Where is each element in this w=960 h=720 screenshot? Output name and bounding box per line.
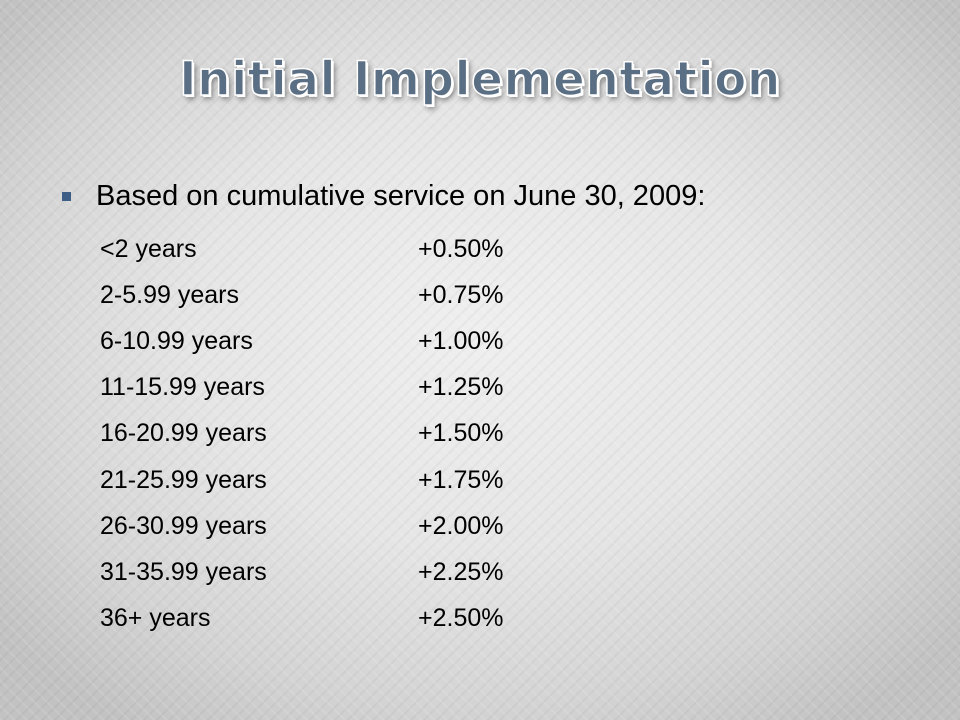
service-range: 21-25.99 years [100,465,267,494]
service-range: 26-30.99 years [100,511,267,540]
slide-content: Based on cumulative service on June 30, … [58,176,918,642]
rate-increase: +0.50% [418,234,504,263]
service-range: 6-10.99 years [100,326,253,355]
lead-bullet-item: Based on cumulative service on June 30, … [58,176,918,216]
service-rate-row: 6-10.99 years +1.00% [100,318,918,364]
service-rate-row: 31-35.99 years +2.25% [100,549,918,595]
service-rate-row: 2-5.99 years +0.75% [100,272,918,318]
service-rate-list: <2 years +0.50% 2-5.99 years +0.75% 6-10… [100,226,918,642]
rate-increase: +2.25% [418,557,504,586]
service-rate-row: <2 years +0.50% [100,226,918,272]
service-range: 36+ years [100,604,211,633]
service-rate-row: 21-25.99 years +1.75% [100,457,918,503]
service-rate-row: 11-15.99 years +1.25% [100,365,918,411]
rate-increase: +1.75% [418,465,504,494]
square-bullet-icon [62,191,71,201]
service-range: 11-15.99 years [100,373,265,402]
rate-increase: +0.75% [418,280,504,309]
rate-increase: +1.25% [418,373,504,402]
rate-increase: +2.50% [418,604,504,633]
rate-increase: +1.50% [418,419,504,448]
rate-increase: +1.00% [418,326,504,355]
service-rate-row: 36+ years +2.50% [100,596,918,642]
service-range: 31-35.99 years [100,557,267,586]
slide-title: Initial Implementation [178,51,781,108]
service-range: 2-5.99 years [100,280,239,309]
lead-text: Based on cumulative service on June 30, … [96,179,706,212]
service-range: 16-20.99 years [100,419,267,448]
service-rate-row: 26-30.99 years +2.00% [100,503,918,549]
rate-increase: +2.00% [418,511,504,540]
service-rate-row: 16-20.99 years +1.50% [100,411,918,457]
service-range: <2 years [100,234,197,263]
